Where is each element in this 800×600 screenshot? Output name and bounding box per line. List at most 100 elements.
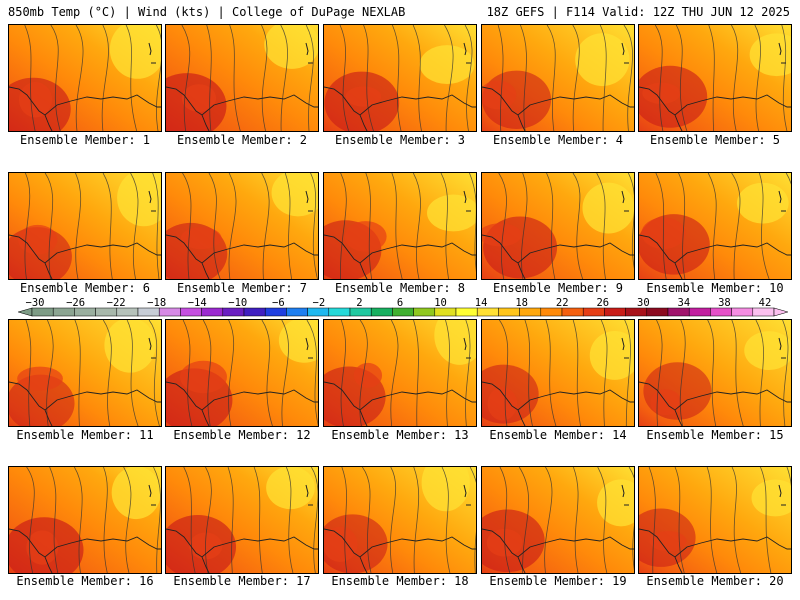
colorbar-tick-label: 34 [677, 297, 691, 309]
colorbar-swatch [307, 307, 330, 317]
colorbar-swatch [604, 307, 626, 317]
ensemble-member-map [165, 466, 319, 574]
colorbar-tick-label: 30 [637, 297, 650, 309]
colorbar-arrow-left [18, 307, 33, 317]
colorbar-swatch [710, 307, 732, 317]
ensemble-member-map [323, 319, 477, 427]
colorbar-tick-label: 22 [555, 297, 569, 309]
colorbar-tick-label: −2 [312, 297, 326, 309]
ensemble-member-map [165, 24, 319, 132]
colorbar-tick-label: 2 [356, 297, 363, 309]
colorbar-swatch [201, 307, 224, 317]
colorbar-tick-label: 38 [718, 297, 731, 309]
ensemble-member-label: Ensemble Member: 15 [646, 428, 784, 442]
colorbar-tick-label: 14 [474, 297, 488, 309]
colorbar-swatch [476, 307, 499, 317]
colorbar-tick-label: −22 [106, 297, 126, 309]
colorbar-swatch [180, 307, 202, 317]
colorbar-swatch [519, 307, 542, 317]
ensemble-member-label: Ensemble Member: 8 [334, 281, 466, 295]
colorbar-labels: −30 −26 −22 −18 −14 −10 −6 −2 2 6 10 14 18 22 26 30 34 38… [0, 0, 800, 309]
colorbar-tick-label: −14 [187, 297, 207, 309]
ensemble-member-label: Ensemble Member: 1 [19, 133, 151, 147]
colorbar-swatch [498, 307, 520, 317]
ensemble-member-label: Ensemble Member: 10 [646, 281, 784, 295]
ensemble-member-label: Ensemble Member: 4 [492, 133, 624, 147]
colorbar-swatch [328, 307, 351, 317]
ensemble-member-map [165, 319, 319, 427]
ensemble-member-map [481, 24, 635, 132]
ensemble-member-label: Ensemble Member: 19 [489, 574, 627, 588]
colorbar-tick-label: −26 [66, 297, 86, 309]
colorbar-swatch [95, 307, 118, 317]
ensemble-member-label: Ensemble Member: 5 [649, 133, 781, 147]
colorbar-tick-label: 42 [758, 297, 772, 309]
model-run-info: 18Z GEFS | F114 Valid: 12Z THU JUN 12 20… [486, 5, 790, 19]
ensemble-member-label: Ensemble Member: 7 [176, 281, 308, 295]
colorbar-swatch [455, 307, 478, 317]
ensemble-member-label: Ensemble Member: 11 [16, 428, 154, 442]
colorbar-swatch [667, 307, 690, 317]
colorbar-swatch [625, 307, 648, 317]
colorbar-swatch [688, 307, 711, 317]
ensemble-member-map [323, 172, 477, 280]
ensemble-member-label: Ensemble Member: 17 [173, 574, 311, 588]
colorbar-tick-label: 6 [396, 297, 404, 309]
colorbar-swatch [116, 307, 139, 317]
colorbar-swatch [434, 307, 457, 317]
ensemble-member-map [481, 172, 635, 280]
colorbar-swatch [264, 307, 287, 317]
colorbar-swatch [158, 307, 181, 317]
colorbar-tick-label: 18 [515, 297, 528, 309]
colorbar-swatch [561, 307, 584, 317]
colorbar-swatch [74, 307, 96, 317]
colorbar-swatch [582, 307, 605, 317]
colorbar-tick-label: −30 [25, 297, 45, 309]
temperature-colorbar [18, 307, 788, 317]
ensemble-member-label: Ensemble Member: 12 [173, 428, 311, 442]
colorbar-swatch [349, 307, 372, 317]
colorbar-swatch [52, 307, 75, 317]
colorbar-swatch [31, 307, 54, 317]
ensemble-member-map [638, 319, 792, 427]
ensemble-member-label: Ensemble Member: 16 [16, 574, 154, 588]
ensemble-member-label: Ensemble Member: 2 [176, 133, 308, 147]
ensemble-member-map [638, 466, 792, 574]
colorbar-tick-label: 10 [434, 297, 447, 309]
colorbar-swatch [222, 307, 245, 317]
ensemble-member-map [165, 172, 319, 280]
map-title: 850mb Temp (°C) | Wind (kts) | College o… [8, 5, 406, 19]
colorbar-swatch [370, 307, 393, 317]
ensemble-member-label: Ensemble Member: 18 [331, 574, 469, 588]
colorbar-tick-label: −10 [228, 297, 248, 309]
colorbar-swatch [752, 307, 775, 317]
ensemble-member-label: Ensemble Member: 6 [19, 281, 151, 295]
ensemble-member-map [8, 466, 162, 574]
colorbar-tick-label: 26 [596, 297, 610, 309]
ensemble-member-map [481, 319, 635, 427]
colorbar-arrow-right [773, 307, 788, 317]
ensemble-member-label: Ensemble Member: 20 [646, 574, 784, 588]
ensemble-member-map [8, 319, 162, 427]
colorbar-tick-label: −6 [272, 297, 285, 309]
ensemble-member-label: Ensemble Member: 3 [334, 133, 466, 147]
ensemble-member-map [323, 24, 477, 132]
colorbar-swatch [243, 307, 266, 317]
ensemble-member-label: Ensemble Member: 13 [331, 428, 469, 442]
colorbar-tick-label: −18 [147, 297, 167, 309]
colorbar-swatch [392, 307, 414, 317]
ensemble-member-map [481, 466, 635, 574]
ensemble-member-map [8, 172, 162, 280]
colorbar-swatch [137, 307, 160, 317]
ensemble-member-map [323, 466, 477, 574]
colorbar-swatch [286, 307, 308, 317]
colorbar-swatch [731, 307, 754, 317]
ensemble-member-map [638, 24, 792, 132]
ensemble-member-label: Ensemble Member: 9 [492, 281, 624, 295]
ensemble-member-map [638, 172, 792, 280]
colorbar-swatch [540, 307, 563, 317]
ensemble-member-label: Ensemble Member: 14 [489, 428, 627, 442]
colorbar-swatch [413, 307, 436, 317]
colorbar-swatch [646, 307, 669, 317]
